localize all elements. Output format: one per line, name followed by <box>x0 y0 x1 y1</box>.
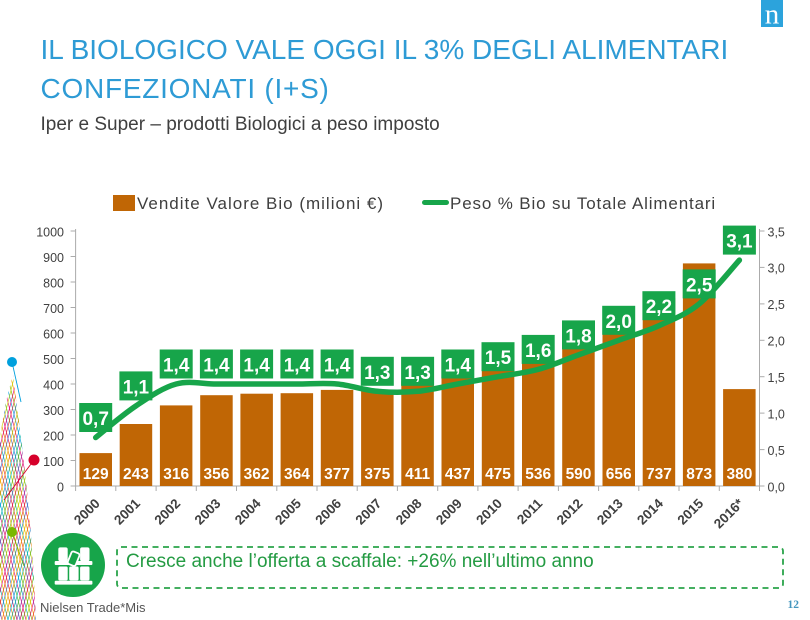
svg-text:300: 300 <box>43 404 64 418</box>
svg-text:737: 737 <box>646 466 672 483</box>
svg-text:2,0: 2,0 <box>605 312 631 333</box>
svg-text:2007: 2007 <box>353 496 385 528</box>
svg-text:243: 243 <box>123 466 149 483</box>
svg-text:2011: 2011 <box>514 495 546 527</box>
svg-text:1,4: 1,4 <box>284 356 311 377</box>
svg-text:600: 600 <box>43 327 64 341</box>
svg-text:1,6: 1,6 <box>525 341 551 362</box>
svg-text:2001: 2001 <box>111 495 143 527</box>
svg-text:1,4: 1,4 <box>203 356 230 377</box>
svg-text:375: 375 <box>364 466 390 483</box>
svg-text:2016*: 2016* <box>711 495 747 531</box>
svg-text:1,5: 1,5 <box>768 371 785 385</box>
svg-text:1000: 1000 <box>36 225 64 239</box>
svg-text:2015: 2015 <box>674 495 706 527</box>
svg-text:364: 364 <box>284 466 310 483</box>
svg-text:2012: 2012 <box>554 496 586 528</box>
svg-text:0: 0 <box>57 480 64 494</box>
svg-text:316: 316 <box>163 466 189 483</box>
svg-text:2008: 2008 <box>393 495 425 527</box>
svg-text:1,4: 1,4 <box>163 356 190 377</box>
svg-text:3,1: 3,1 <box>726 232 753 253</box>
svg-text:873: 873 <box>686 466 712 483</box>
svg-text:800: 800 <box>43 276 64 290</box>
svg-text:2003: 2003 <box>192 495 224 527</box>
svg-text:1,3: 1,3 <box>404 363 430 384</box>
svg-text:1,4: 1,4 <box>243 356 270 377</box>
svg-text:900: 900 <box>43 251 64 265</box>
svg-text:129: 129 <box>83 466 109 483</box>
svg-text:475: 475 <box>485 466 511 483</box>
svg-text:1,5: 1,5 <box>485 348 512 369</box>
svg-text:0,5: 0,5 <box>768 444 785 458</box>
svg-text:2009: 2009 <box>433 496 465 528</box>
svg-text:1,4: 1,4 <box>445 356 472 377</box>
svg-text:2004: 2004 <box>232 495 264 527</box>
svg-text:0,7: 0,7 <box>82 409 108 430</box>
svg-text:437: 437 <box>445 466 471 483</box>
svg-text:2010: 2010 <box>473 496 505 528</box>
svg-text:3,0: 3,0 <box>768 262 785 276</box>
svg-text:2000: 2000 <box>71 496 103 528</box>
svg-text:1,1: 1,1 <box>123 377 150 398</box>
svg-text:2006: 2006 <box>312 495 344 527</box>
svg-text:n: n <box>765 0 780 28</box>
svg-text:536: 536 <box>525 466 551 483</box>
svg-text:2,2: 2,2 <box>646 297 672 318</box>
svg-text:1,8: 1,8 <box>565 326 591 347</box>
svg-text:2,0: 2,0 <box>768 335 785 349</box>
svg-text:2013: 2013 <box>594 495 626 527</box>
svg-text:2,5: 2,5 <box>768 298 785 312</box>
svg-text:1,0: 1,0 <box>768 407 785 421</box>
svg-text:411: 411 <box>405 466 430 483</box>
svg-text:500: 500 <box>43 353 64 367</box>
svg-text:100: 100 <box>43 455 64 469</box>
svg-text:356: 356 <box>203 466 229 483</box>
svg-text:377: 377 <box>324 466 350 483</box>
svg-text:656: 656 <box>606 466 632 483</box>
svg-text:2005: 2005 <box>272 495 304 527</box>
svg-text:400: 400 <box>43 378 64 392</box>
svg-text:362: 362 <box>244 466 270 483</box>
svg-text:3,5: 3,5 <box>768 225 785 239</box>
svg-text:380: 380 <box>726 466 752 483</box>
svg-text:2,5: 2,5 <box>686 275 713 296</box>
svg-text:2002: 2002 <box>151 496 183 528</box>
svg-text:0,0: 0,0 <box>768 480 785 494</box>
svg-text:200: 200 <box>43 429 64 443</box>
svg-text:2014: 2014 <box>634 495 666 527</box>
svg-text:1,4: 1,4 <box>324 356 351 377</box>
svg-text:1,3: 1,3 <box>364 363 390 384</box>
svg-text:700: 700 <box>43 302 64 316</box>
svg-text:590: 590 <box>566 466 592 483</box>
